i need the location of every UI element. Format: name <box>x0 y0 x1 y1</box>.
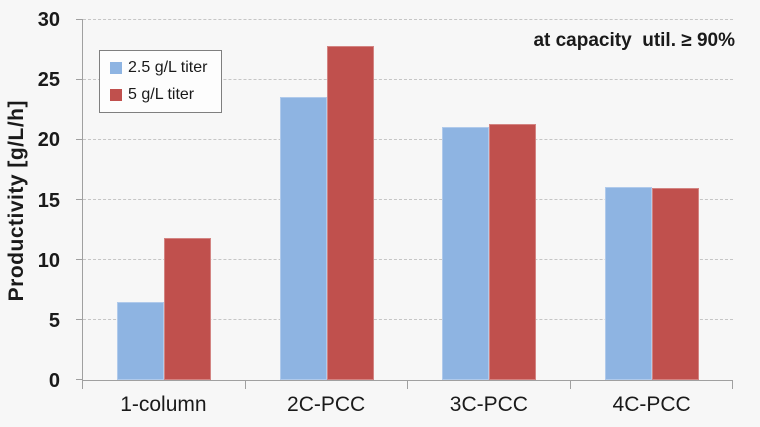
y-tick <box>76 19 83 20</box>
y-tick-label: 25 <box>37 69 60 92</box>
x-tick <box>732 381 733 389</box>
y-tick-label: 5 <box>48 309 60 332</box>
bar-group-1-column <box>83 20 246 380</box>
legend-item: 2.5 g/L titer <box>110 59 207 77</box>
x-tick <box>407 381 408 389</box>
bar-5-g-l-titer-3C-PCC <box>489 124 537 380</box>
bar-5-g-l-titer-4C-PCC <box>651 188 699 380</box>
gridline <box>83 138 733 140</box>
bar-2.5-g-l-titer-3C-PCC <box>442 126 490 380</box>
legend-swatch-icon <box>110 89 122 101</box>
bar-2.5-g-l-titer-4C-PCC <box>604 186 652 380</box>
y-tick-label: 15 <box>37 189 60 212</box>
gridline <box>83 19 733 20</box>
bar-2.5-g-l-titer-2C-PCC <box>279 96 327 380</box>
gridline <box>83 78 733 80</box>
x-category-label: 2C-PCC <box>287 393 366 416</box>
gridline <box>83 199 733 200</box>
x-tick <box>244 381 246 389</box>
x-axis: 1-column 2C-PCC 3C-PCC 4C-PCC <box>82 390 733 422</box>
x-tick <box>82 381 83 389</box>
y-tick <box>76 319 83 320</box>
y-axis: 0 5 10 15 20 25 30 <box>0 9 72 392</box>
y-tick <box>76 379 83 380</box>
bar-5-g-l-titer-1-column <box>164 238 212 380</box>
y-tick <box>76 78 83 80</box>
y-tick <box>76 199 83 200</box>
bar-2.5-g-l-titer-1-column <box>117 302 165 380</box>
y-tick-label: 30 <box>37 9 60 31</box>
x-tick <box>569 381 571 389</box>
legend: 2.5 g/L titer 5 g/L titer <box>99 50 223 113</box>
legend-item-label: 5 g/L titer <box>128 86 195 103</box>
plot-area <box>76 19 734 389</box>
x-category-label: 1-column <box>120 393 207 416</box>
y-tick-label: 10 <box>37 249 60 272</box>
bar-group-2C-PCC <box>246 20 409 380</box>
y-tick-label: 0 <box>48 370 60 392</box>
legend-item-label: 2.5 g/L titer <box>128 59 208 76</box>
bar-group-3C-PCC <box>408 20 571 380</box>
bar-5-g-l-titer-2C-PCC <box>326 46 374 380</box>
x-category-label: 3C-PCC <box>449 393 528 416</box>
chart-annotation: at capacity util. ≥ 90% <box>533 30 735 51</box>
y-tick <box>76 138 83 140</box>
bar-group-4C-PCC <box>571 20 734 380</box>
legend-item: 5 g/L titer <box>110 86 207 104</box>
y-tick <box>76 258 83 260</box>
legend-swatch-icon <box>110 62 122 74</box>
gridline <box>83 319 733 320</box>
x-category-label: 4C-PCC <box>612 393 691 416</box>
y-tick-label: 20 <box>37 129 60 152</box>
gridline <box>83 258 733 260</box>
